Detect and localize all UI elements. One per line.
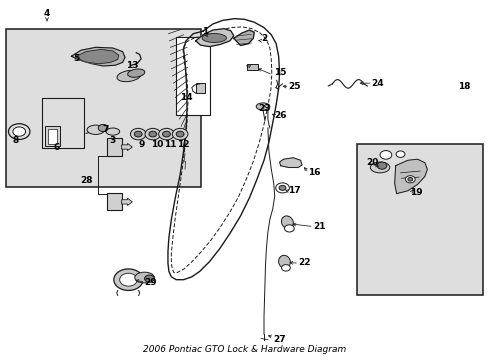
Circle shape	[275, 183, 289, 193]
Text: 26: 26	[273, 111, 285, 120]
Circle shape	[8, 124, 30, 139]
Circle shape	[120, 273, 137, 286]
Ellipse shape	[256, 103, 269, 110]
Text: 16: 16	[307, 168, 320, 177]
Ellipse shape	[106, 128, 120, 135]
Text: 7: 7	[102, 125, 108, 134]
Text: 19: 19	[409, 188, 422, 197]
Polygon shape	[195, 29, 233, 46]
Text: 24: 24	[370, 79, 383, 88]
Polygon shape	[279, 158, 302, 167]
Ellipse shape	[369, 162, 389, 173]
Circle shape	[284, 225, 294, 232]
Circle shape	[379, 150, 391, 159]
Text: 4: 4	[44, 9, 50, 18]
Circle shape	[149, 131, 157, 137]
Polygon shape	[76, 49, 119, 64]
Bar	[246, 64, 257, 69]
FancyArrow shape	[122, 198, 132, 206]
Bar	[176, 37, 210, 116]
Text: 9: 9	[139, 140, 145, 149]
Text: 17: 17	[288, 186, 301, 195]
Ellipse shape	[202, 33, 226, 42]
Text: 3: 3	[109, 136, 116, 145]
Text: 10: 10	[150, 140, 163, 149]
Circle shape	[134, 131, 142, 137]
Circle shape	[144, 275, 154, 282]
Bar	[107, 193, 122, 211]
Ellipse shape	[117, 70, 141, 82]
Circle shape	[279, 185, 285, 190]
Text: 23: 23	[257, 104, 270, 113]
Ellipse shape	[130, 129, 146, 140]
Bar	[195, 83, 204, 93]
Text: 25: 25	[288, 82, 300, 91]
Circle shape	[376, 162, 386, 169]
Bar	[44, 126, 60, 146]
Text: 6: 6	[54, 143, 60, 152]
Ellipse shape	[127, 69, 144, 77]
Circle shape	[405, 176, 414, 183]
Text: 22: 22	[298, 258, 310, 267]
Circle shape	[281, 265, 290, 271]
Ellipse shape	[281, 216, 293, 229]
Text: 12: 12	[177, 140, 189, 149]
Circle shape	[98, 125, 108, 132]
Text: 1: 1	[202, 27, 208, 36]
Circle shape	[176, 131, 183, 137]
Text: 14: 14	[179, 93, 192, 102]
FancyArrow shape	[122, 143, 132, 150]
Text: 2: 2	[261, 34, 267, 43]
Text: 27: 27	[272, 335, 285, 344]
FancyBboxPatch shape	[5, 30, 200, 187]
Text: 29: 29	[144, 278, 157, 287]
Ellipse shape	[158, 129, 174, 140]
Ellipse shape	[278, 255, 290, 268]
Circle shape	[407, 177, 412, 181]
Text: 15: 15	[273, 68, 285, 77]
Text: 8: 8	[12, 136, 19, 145]
Polygon shape	[71, 47, 125, 66]
Polygon shape	[233, 30, 254, 45]
Text: 13: 13	[126, 61, 138, 70]
Text: 28: 28	[80, 176, 92, 185]
Text: 5: 5	[73, 54, 79, 63]
Ellipse shape	[145, 129, 160, 140]
Text: 20: 20	[366, 158, 378, 167]
Circle shape	[395, 151, 404, 157]
Circle shape	[162, 131, 170, 137]
Ellipse shape	[172, 129, 187, 140]
Bar	[107, 138, 122, 156]
Text: 18: 18	[457, 82, 469, 91]
Text: 21: 21	[312, 222, 325, 231]
Circle shape	[114, 269, 143, 291]
FancyBboxPatch shape	[356, 144, 483, 295]
Text: 11: 11	[164, 140, 176, 149]
Polygon shape	[394, 159, 427, 194]
Circle shape	[13, 127, 25, 136]
Ellipse shape	[87, 125, 104, 134]
Bar	[42, 98, 83, 148]
Bar	[47, 129, 57, 144]
Ellipse shape	[135, 272, 154, 283]
Text: 2006 Pontiac GTO Lock & Hardware Diagram: 2006 Pontiac GTO Lock & Hardware Diagram	[142, 345, 346, 354]
